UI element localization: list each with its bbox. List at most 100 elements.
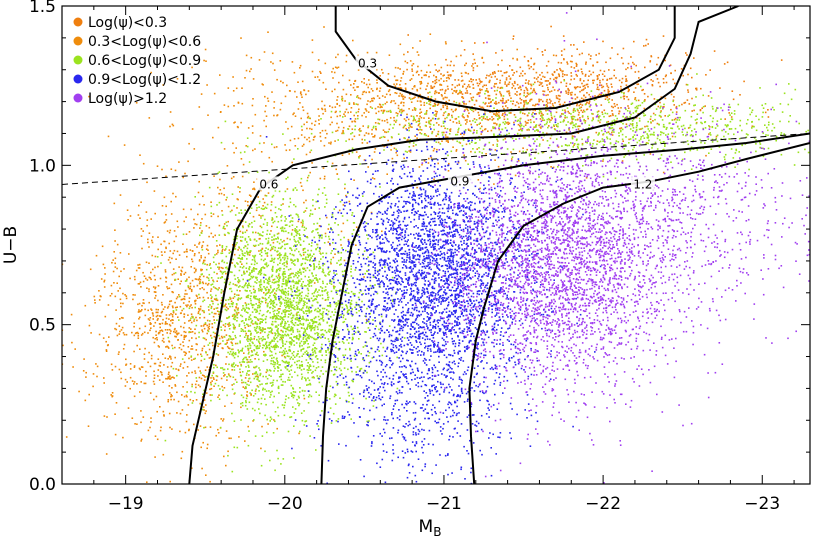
- data-point: [143, 275, 146, 277]
- data-point: [214, 234, 216, 237]
- data-point: [372, 405, 375, 407]
- data-point: [92, 373, 95, 375]
- data-point: [483, 84, 486, 87]
- data-point: [125, 333, 128, 336]
- data-point: [307, 319, 309, 321]
- data-point: [239, 151, 242, 154]
- data-point: [476, 82, 479, 85]
- data-point: [221, 248, 224, 251]
- data-point: [454, 86, 456, 89]
- data-point: [254, 148, 256, 150]
- data-point: [598, 88, 600, 91]
- data-point: [263, 286, 265, 288]
- data-point: [601, 111, 603, 113]
- data-point: [438, 79, 440, 82]
- data-point: [317, 323, 320, 326]
- data-point: [326, 292, 328, 294]
- data-point: [560, 62, 563, 64]
- data-point: [630, 56, 632, 58]
- data-point: [287, 297, 289, 300]
- data-point: [396, 154, 399, 157]
- data-point: [337, 53, 339, 56]
- data-point: [150, 308, 152, 310]
- data-point: [349, 358, 351, 361]
- data-point: [246, 395, 249, 397]
- data-point: [280, 302, 283, 304]
- data-point: [313, 265, 315, 267]
- data-point: [168, 328, 171, 331]
- data-point: [695, 87, 697, 90]
- data-point: [283, 258, 286, 261]
- data-point: [215, 312, 217, 315]
- data-point: [396, 356, 398, 359]
- data-point: [313, 317, 316, 320]
- data-point: [557, 94, 560, 97]
- data-point: [237, 198, 239, 201]
- data-point: [117, 353, 120, 355]
- data-point: [469, 86, 471, 88]
- data-point: [635, 116, 638, 119]
- data-point: [292, 188, 295, 191]
- data-point: [302, 333, 305, 335]
- data-point: [291, 327, 294, 330]
- data-point: [488, 94, 491, 97]
- data-point: [217, 432, 220, 434]
- data-point: [305, 227, 307, 230]
- data-point: [250, 263, 253, 265]
- data-point: [234, 121, 236, 123]
- data-point: [272, 307, 274, 310]
- data-point: [403, 137, 405, 139]
- data-point: [292, 391, 295, 393]
- data-point: [367, 126, 369, 129]
- data-point: [302, 267, 304, 270]
- data-point: [442, 97, 445, 100]
- data-point: [408, 97, 411, 99]
- data-point: [579, 99, 581, 102]
- data-point: [599, 121, 601, 124]
- data-point: [299, 315, 302, 318]
- data-point: [247, 312, 249, 314]
- data-point: [367, 355, 370, 357]
- data-point: [387, 139, 389, 142]
- data-point: [232, 238, 235, 241]
- data-point: [361, 138, 363, 141]
- data-point: [274, 249, 276, 252]
- data-point: [188, 320, 190, 322]
- data-point: [429, 107, 431, 110]
- data-point: [442, 106, 445, 109]
- data-point: [376, 82, 378, 84]
- data-point: [170, 313, 172, 315]
- data-point: [282, 309, 285, 312]
- data-point: [296, 307, 299, 309]
- data-point: [188, 142, 190, 145]
- data-point: [351, 336, 354, 339]
- data-point: [258, 304, 260, 307]
- data-point: [391, 299, 394, 301]
- data-point: [307, 307, 310, 310]
- data-point: [743, 80, 745, 83]
- data-point: [301, 355, 303, 357]
- data-point: [273, 295, 276, 297]
- data-point: [279, 108, 282, 111]
- data-point: [472, 53, 474, 55]
- data-point: [225, 299, 227, 301]
- data-point: [428, 117, 430, 119]
- data-point: [480, 133, 483, 135]
- data-point: [293, 351, 295, 353]
- data-point: [162, 318, 164, 321]
- data-point: [474, 42, 476, 44]
- data-point: [171, 123, 174, 126]
- data-point: [493, 122, 495, 125]
- data-point: [523, 103, 526, 105]
- data-point: [269, 396, 271, 398]
- data-point: [481, 56, 484, 59]
- data-point: [251, 389, 253, 392]
- data-point: [347, 238, 350, 241]
- data-point: [612, 106, 614, 109]
- data-point: [203, 316, 206, 319]
- data-point: [227, 87, 230, 89]
- data-point: [200, 325, 203, 327]
- data-point: [529, 119, 532, 121]
- data-point: [275, 271, 278, 273]
- data-point: [358, 129, 360, 131]
